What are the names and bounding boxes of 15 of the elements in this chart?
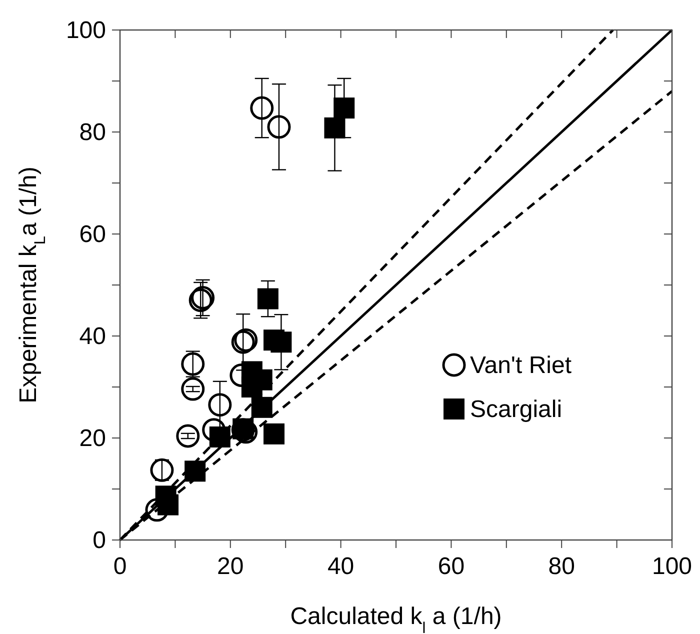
x-tick-label: 60 — [438, 553, 465, 580]
y-tick-label: 60 — [79, 221, 106, 248]
y-tick-label: 80 — [79, 119, 106, 146]
x-tick-label: 20 — [217, 553, 244, 580]
y-tick-label: 100 — [66, 17, 106, 44]
legend-label: Van't Riet — [470, 352, 572, 379]
y-tick-label: 20 — [79, 425, 106, 452]
x-tick-label: 100 — [652, 553, 692, 580]
x-axis-title: Calculated k$_{l}$ a (1/h) — [290, 603, 502, 634]
legend-label: Scargiali — [470, 396, 562, 423]
x-tick-label: 0 — [113, 553, 127, 580]
x-tick-label: 80 — [548, 553, 575, 580]
x-tick-label: 40 — [327, 553, 354, 580]
y-tick-label: 40 — [79, 323, 106, 350]
y-tick-label: 0 — [92, 527, 106, 554]
